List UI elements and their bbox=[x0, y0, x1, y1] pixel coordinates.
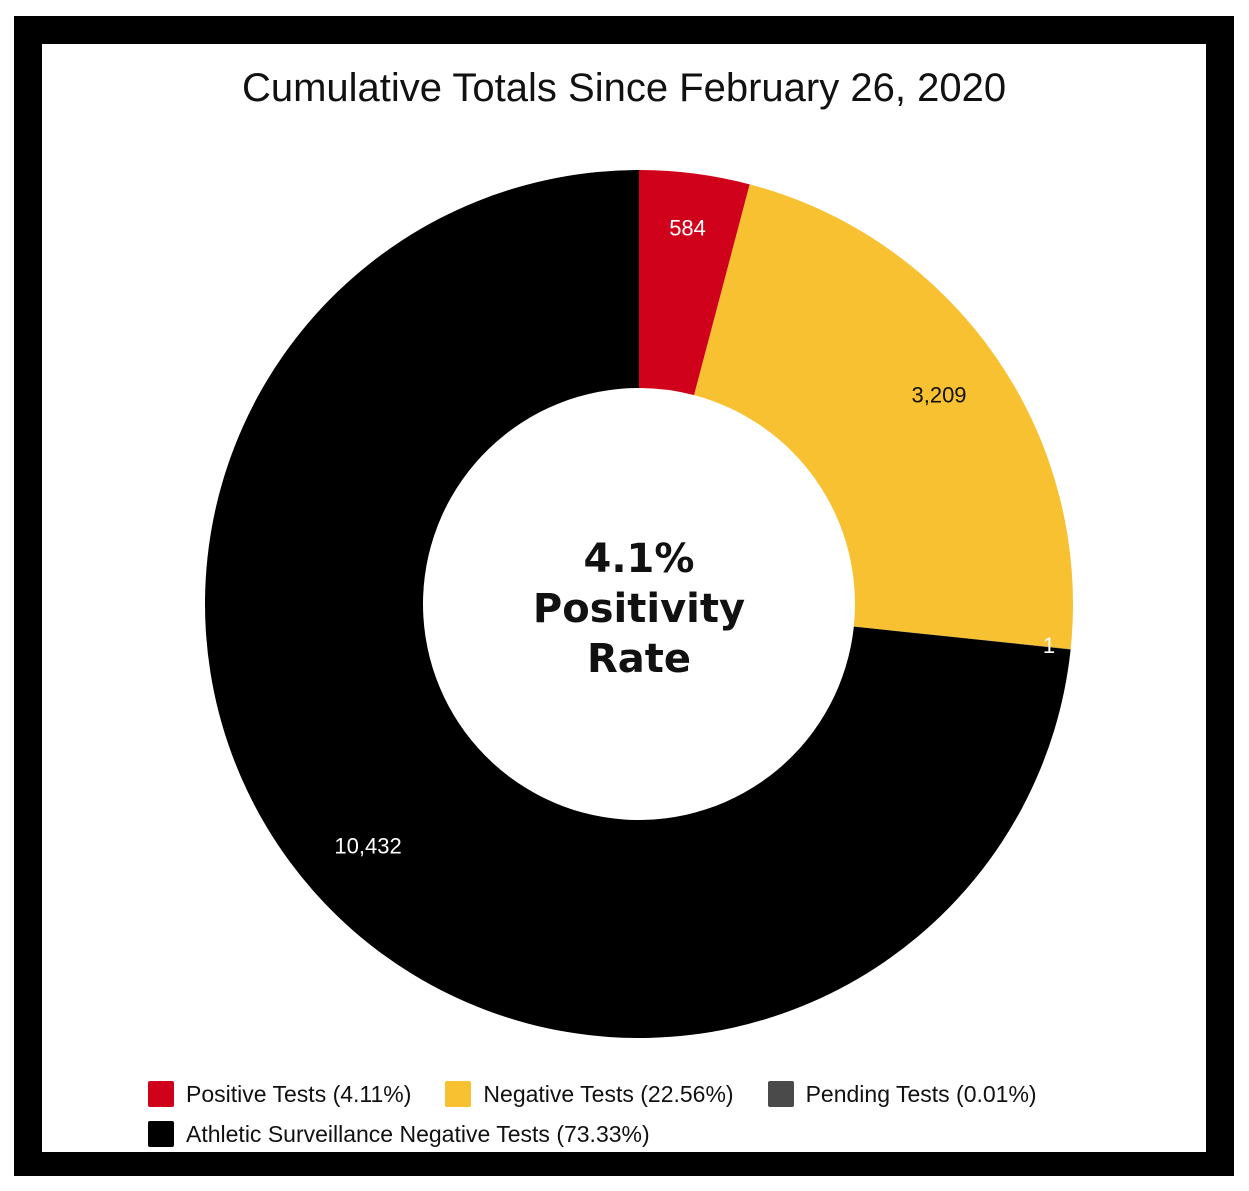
legend-item-1[interactable]: Negative Tests (22.56%) bbox=[445, 1080, 734, 1108]
chart-panel: Cumulative Totals Since February 26, 202… bbox=[42, 44, 1206, 1152]
legend-item-0[interactable]: Positive Tests (4.11%) bbox=[148, 1081, 411, 1108]
center-label-line-2: Rate bbox=[587, 636, 691, 682]
chart-frame: Cumulative Totals Since February 26, 202… bbox=[14, 16, 1234, 1176]
chart-title: Cumulative Totals Since February 26, 202… bbox=[241, 66, 1007, 110]
slice-3 bbox=[205, 170, 1071, 1038]
legend-swatch-2 bbox=[767, 1081, 794, 1107]
slice-labels: 584 3,209 1 10,432 bbox=[334, 215, 1055, 858]
legend-item-3[interactable]: Athletic Surveillance Negative Tests (73… bbox=[148, 1121, 650, 1148]
legend-label-3: Athletic Surveillance Negative Tests (73… bbox=[186, 1120, 650, 1147]
legend-swatch-0 bbox=[148, 1081, 174, 1107]
slice-0 bbox=[639, 170, 750, 396]
slice-2 bbox=[853, 626, 1071, 650]
legend-swatch-1 bbox=[445, 1081, 472, 1107]
center-label-line-0: 4.1% bbox=[584, 536, 695, 582]
donut-slices bbox=[205, 170, 1073, 1038]
slice-label-3: 10,432 bbox=[334, 834, 401, 859]
center-label-line-1: Positivity bbox=[533, 586, 745, 632]
slice-label-0: 584 bbox=[669, 215, 706, 240]
legend-label-1: Negative Tests (22.56%) bbox=[483, 1080, 734, 1107]
slice-label-2: 1 bbox=[1043, 633, 1055, 658]
legend: Positive Tests (4.11%) Negative Tests (22… bbox=[148, 1074, 1148, 1154]
legend-label-0: Positive Tests (4.11%) bbox=[186, 1080, 412, 1107]
slice-1 bbox=[694, 184, 1073, 650]
legend-item-2[interactable]: Pending Tests (0.01%) bbox=[767, 1080, 1037, 1108]
slice-label-1: 3,209 bbox=[911, 383, 966, 408]
legend-row-1: Athletic Surveillance Negative Tests (73… bbox=[148, 1114, 1148, 1154]
legend-row-0: Positive Tests (4.11%) Negative Tests (22… bbox=[148, 1074, 1148, 1114]
legend-swatch-3 bbox=[148, 1121, 174, 1147]
legend-label-2: Pending Tests (0.01%) bbox=[805, 1080, 1037, 1107]
